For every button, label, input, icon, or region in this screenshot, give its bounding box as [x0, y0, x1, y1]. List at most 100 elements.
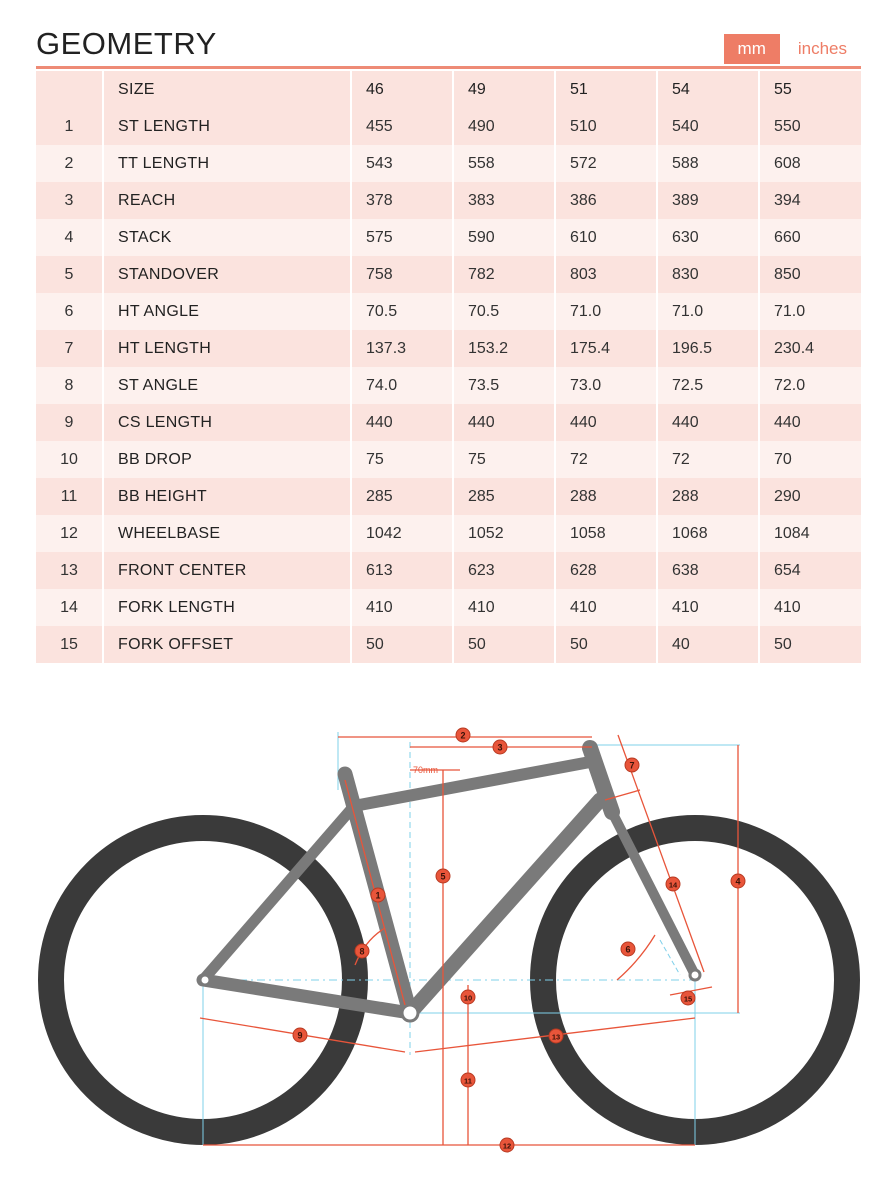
size-value-cell: 196.5: [657, 330, 760, 367]
down-tube: [402, 792, 608, 1021]
bottom-bracket: [400, 1003, 420, 1023]
dimension-marker-5: 5: [435, 868, 451, 884]
row-number: 12: [36, 515, 104, 552]
size-value-cell: 73.0: [555, 367, 658, 404]
size-value-cell: 230.4: [759, 330, 861, 367]
size-value-cell: 285: [453, 478, 556, 515]
marker-number: 14: [669, 881, 678, 890]
row-label: HT LENGTH: [103, 330, 352, 367]
row-label: REACH: [103, 182, 352, 219]
marker-number: 11: [464, 1077, 472, 1086]
size-value-cell: 758: [351, 256, 454, 293]
chain-stay: [196, 973, 417, 1020]
dimension-marker-11: 11: [460, 1072, 476, 1088]
size-value-cell: 1068: [657, 515, 760, 552]
top-tube: [348, 756, 596, 812]
size-value-cell: 72.5: [657, 367, 760, 404]
row-label: CS LENGTH: [103, 404, 352, 441]
marker-number: 13: [552, 1033, 560, 1042]
header-size-55: 55: [759, 71, 861, 108]
size-value-cell: 75: [351, 441, 454, 478]
size-value-cell: 410: [555, 589, 658, 626]
size-value-cell: 510: [555, 108, 658, 145]
marker-number: 8: [359, 947, 364, 957]
row-label: HT ANGLE: [103, 293, 352, 330]
size-value-cell: 610: [555, 219, 658, 256]
size-value-cell: 285: [351, 478, 454, 515]
table-row: 13 FRONT CENTER 613 623 628 638 654: [36, 552, 861, 589]
row-label: BB HEIGHT: [103, 478, 352, 515]
size-value-cell: 71.0: [759, 293, 861, 330]
row-number: 6: [36, 293, 104, 330]
marker-number: 7: [629, 761, 634, 771]
marker-number: 6: [625, 945, 630, 955]
dimension-marker-14: 14: [665, 876, 681, 892]
dimension-marker-8: 8: [354, 943, 370, 959]
marker-number: 15: [684, 995, 692, 1004]
size-value-cell: 1052: [453, 515, 556, 552]
size-value-cell: 575: [351, 219, 454, 256]
size-value-cell: 490: [453, 108, 556, 145]
marker-number: 12: [503, 1142, 511, 1151]
size-value-cell: 153.2: [453, 330, 556, 367]
bike-frame: [196, 740, 702, 1023]
table-row: 15 FORK OFFSET 50 50 50 40 50: [36, 626, 861, 663]
size-value-cell: 410: [657, 589, 760, 626]
size-value-cell: 70: [759, 441, 861, 478]
header-size-54: 54: [657, 71, 760, 108]
rear-dropout: [198, 973, 212, 987]
size-value-cell: 74.0: [351, 367, 454, 404]
table-row: 1 ST LENGTH 455 490 510 540 550: [36, 108, 861, 145]
size-value-cell: 394: [759, 182, 861, 219]
size-value-cell: 1058: [555, 515, 658, 552]
size-value-cell: 40: [657, 626, 760, 663]
header-num-cell: [36, 71, 104, 108]
row-label: FRONT CENTER: [103, 552, 352, 589]
table-row: 11 BB HEIGHT 285 285 288 288 290: [36, 478, 861, 515]
size-value-cell: 440: [759, 404, 861, 441]
row-number: 4: [36, 219, 104, 256]
row-number: 9: [36, 404, 104, 441]
row-number: 8: [36, 367, 104, 404]
row-number: 1: [36, 108, 104, 145]
table-row: 3 REACH 378 383 386 389 394: [36, 182, 861, 219]
size-value-cell: 75: [453, 441, 556, 478]
marker-number: 10: [464, 994, 472, 1003]
unit-toggle[interactable]: mm inches: [723, 34, 861, 64]
table-row: 2 TT LENGTH 543 558 572 588 608: [36, 145, 861, 182]
table-row: 10 BB DROP 75 75 72 72 70: [36, 441, 861, 478]
header-size-49: 49: [453, 71, 556, 108]
size-value-cell: 608: [759, 145, 861, 182]
dimension-marker-6: 6: [620, 941, 636, 957]
size-value-cell: 660: [759, 219, 861, 256]
table-header-row: SIZE 46 49 51 54 55: [36, 71, 861, 108]
marker-number: 1: [375, 891, 380, 901]
row-number: 7: [36, 330, 104, 367]
unit-inches-button[interactable]: inches: [797, 39, 847, 58]
size-value-cell: 782: [453, 256, 556, 293]
size-value-cell: 290: [759, 478, 861, 515]
row-label: TT LENGTH: [103, 145, 352, 182]
header-size-label: SIZE: [103, 71, 352, 108]
unit-mm-button[interactable]: mm: [723, 34, 780, 64]
marker-number: 5: [440, 872, 445, 882]
dimension-marker-4: 4: [730, 873, 746, 889]
marker-number: 9: [297, 1031, 302, 1041]
row-number: 11: [36, 478, 104, 515]
row-number: 10: [36, 441, 104, 478]
size-value-cell: 572: [555, 145, 658, 182]
row-label: BB DROP: [103, 441, 352, 478]
size-value-cell: 383: [453, 182, 556, 219]
row-number: 14: [36, 589, 104, 626]
table-row: 4 STACK 575 590 610 630 660: [36, 219, 861, 256]
row-label: STACK: [103, 219, 352, 256]
size-value-cell: 543: [351, 145, 454, 182]
geometry-header: GEOMETRY mm inches: [36, 26, 861, 66]
row-label: FORK LENGTH: [103, 589, 352, 626]
row-label: ST ANGLE: [103, 367, 352, 404]
table-row: 8 ST ANGLE 74.0 73.5 73.0 72.5 72.0: [36, 367, 861, 404]
size-value-cell: 50: [555, 626, 658, 663]
size-value-cell: 175.4: [555, 330, 658, 367]
